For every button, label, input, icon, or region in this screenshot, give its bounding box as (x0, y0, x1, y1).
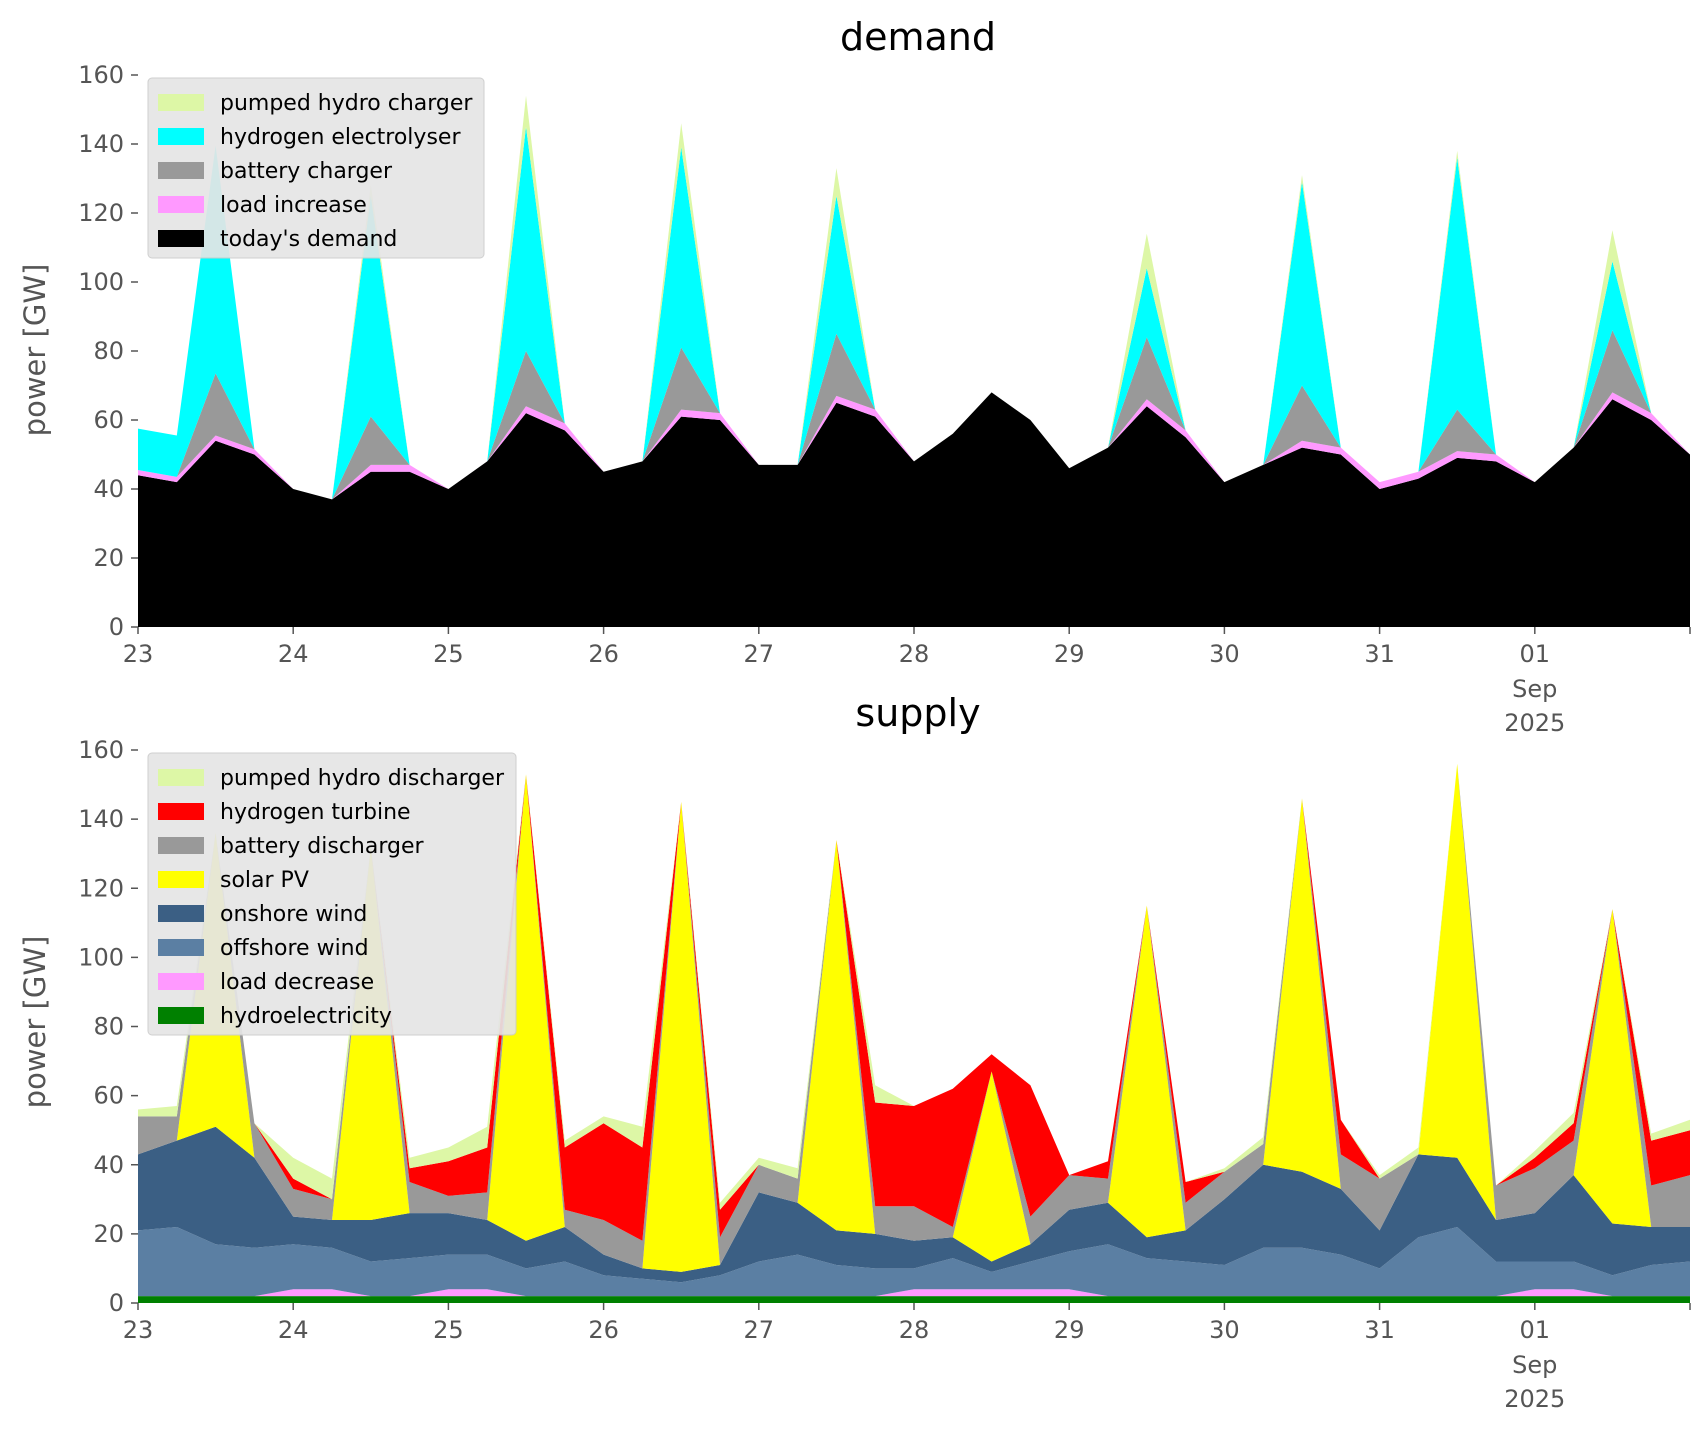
demand-ytick-label: 120 (78, 199, 124, 227)
supply-legend-label-offshore-wind: offshore wind (220, 936, 369, 961)
supply-ytick-label: 60 (93, 1082, 124, 1110)
demand-ytick-label: 160 (78, 61, 124, 89)
demand-ytick-label: 100 (78, 268, 124, 296)
demand-legend-label-pumped-hydro-charger: pumped hydro charger (220, 91, 473, 116)
demand-xtick-label: 24 (278, 640, 309, 668)
demand-legend-swatch-hydrogen-electrolyser (158, 128, 204, 145)
demand-legend-box (147, 77, 485, 259)
supply-legend-box (147, 752, 517, 1036)
supply-panel: supply power [GW] 0 20 40 60 80 100 120 140 160 2… (18, 691, 1691, 1413)
supply-title: supply (855, 691, 980, 735)
demand-legend-swatch-load-increase (158, 196, 204, 213)
demand-xtick-label: 01 (1520, 640, 1551, 668)
demand-xtick-label: 30 (1209, 640, 1240, 668)
supply-xtick-label: 27 (744, 1316, 775, 1344)
demand-title: demand (840, 15, 996, 59)
supply-legend-swatch-onshore-wind (158, 905, 204, 922)
supply-legend-label-battery-discharger: battery discharger (220, 834, 425, 859)
demand-xtick-label: 28 (899, 640, 930, 668)
supply-ytick-label: 120 (78, 874, 124, 902)
supply-legend-label-solar-pv: solar PV (220, 868, 309, 893)
demand-axes: 0 20 40 60 80 100 120 140 160 23 24 25 26 27 28 29 30 31 0… (78, 61, 1691, 737)
supply-areas (138, 763, 1690, 1303)
demand-legend-swatch-pumped-hydro-charger (158, 94, 204, 111)
supply-legend-label-hydroelectricity: hydroelectricity (220, 1004, 392, 1029)
supply-area-pumped-hydro-discharger (138, 763, 1690, 1210)
supply-ytick-label: 140 (78, 805, 124, 833)
demand-area-hydrogen-electrolyser (138, 126, 1690, 500)
supply-xtick-label: 23 (123, 1316, 154, 1344)
demand-ytick-label: 40 (93, 475, 124, 503)
demand-legend-label-load-increase: load increase (220, 193, 367, 218)
supply-ytick-label: 100 (78, 943, 124, 971)
supply-xtick-label: 01 (1520, 1316, 1551, 1344)
supply-area-hydroelectricity (138, 1296, 1690, 1303)
supply-ytick-label: 80 (93, 1013, 124, 1041)
supply-legend-label-hydrogen-turbine: hydrogen turbine (220, 800, 411, 825)
supply-legend-swatch-hydrogen-turbine (158, 803, 204, 820)
supply-xtick-label: 28 (899, 1316, 930, 1344)
demand-ytick-label: 80 (93, 337, 124, 365)
demand-area-today-s-demand (138, 392, 1690, 627)
demand-ytick-label: 0 (109, 613, 124, 641)
demand-ytick-label: 140 (78, 130, 124, 158)
demand-y-axis-label: power [GW] (18, 264, 52, 437)
supply-area-onshore-wind (138, 1126, 1690, 1283)
demand-legend: pumped hydro charger hydrogen electrolyse… (147, 77, 485, 259)
demand-legend-label-hydrogen-electrolyser: hydrogen electrolyser (220, 125, 461, 150)
supply-xtick-sublabel: 2025 (1504, 1385, 1565, 1413)
supply-legend-swatch-hydroelectricity (158, 1007, 204, 1024)
demand-area-battery-charger (138, 330, 1690, 500)
supply-xtick-label: 26 (588, 1316, 619, 1344)
demand-legend-label-battery-charger: battery charger (220, 159, 393, 184)
supply-ytick-label: 20 (93, 1220, 124, 1248)
supply-legend-swatch-offshore-wind (158, 939, 204, 956)
supply-legend-label-onshore-wind: onshore wind (220, 902, 367, 927)
demand-xtick-label: 26 (588, 640, 619, 668)
demand-legend-swatch-battery-charger (158, 162, 204, 179)
demand-xtick-label: 25 (433, 640, 464, 668)
supply-legend: pumped hydro discharger hydrogen turbine b… (147, 752, 517, 1036)
supply-ytick-label: 40 (93, 1151, 124, 1179)
demand-xtick-sublabel: 2025 (1504, 709, 1565, 737)
demand-xtick-sublabel: Sep (1512, 675, 1557, 703)
supply-legend-swatch-battery-discharger (158, 837, 204, 854)
supply-xtick-sublabel: Sep (1512, 1351, 1557, 1379)
demand-xtick-label: 31 (1364, 640, 1395, 668)
demand-areas (138, 95, 1690, 627)
supply-xtick-label: 31 (1364, 1316, 1395, 1344)
supply-legend-label-pumped-hydro-discharger: pumped hydro discharger (220, 766, 505, 791)
demand-legend-swatch-today-s-demand (158, 230, 204, 247)
supply-xtick-label: 30 (1209, 1316, 1240, 1344)
supply-xtick-label: 25 (433, 1316, 464, 1344)
supply-legend-label-load-decrease: load decrease (220, 970, 374, 995)
demand-xtick-label: 27 (744, 640, 775, 668)
supply-legend-swatch-solar-pv (158, 871, 204, 888)
supply-area-hydrogen-turbine (138, 763, 1690, 1241)
demand-legend-label-today-s-demand: today's demand (220, 227, 397, 252)
demand-ytick-label: 60 (93, 406, 124, 434)
supply-y-axis-label: power [GW] (18, 936, 52, 1109)
demand-xtick-label: 29 (1054, 640, 1085, 668)
supply-area-solar-pv (138, 763, 1690, 1272)
supply-area-load-decrease (138, 1289, 1690, 1297)
supply-axes: 0 20 40 60 80 100 120 140 160 23 24 25 26 27 28 29 30 31 0… (78, 736, 1691, 1413)
supply-area-offshore-wind (138, 1227, 1690, 1297)
supply-legend-swatch-load-decrease (158, 973, 204, 990)
supply-legend-swatch-pumped-hydro-discharger (158, 769, 204, 786)
demand-ytick-label: 20 (93, 544, 124, 572)
supply-xtick-label: 29 (1054, 1316, 1085, 1344)
supply-xtick-label: 24 (278, 1316, 309, 1344)
supply-ytick-label: 160 (78, 736, 124, 764)
supply-ytick-label: 0 (109, 1289, 124, 1317)
demand-panel: demand power [GW] 0 20 40 60 80 100 120 140 160 2… (18, 15, 1691, 737)
demand-xtick-label: 23 (123, 640, 154, 668)
